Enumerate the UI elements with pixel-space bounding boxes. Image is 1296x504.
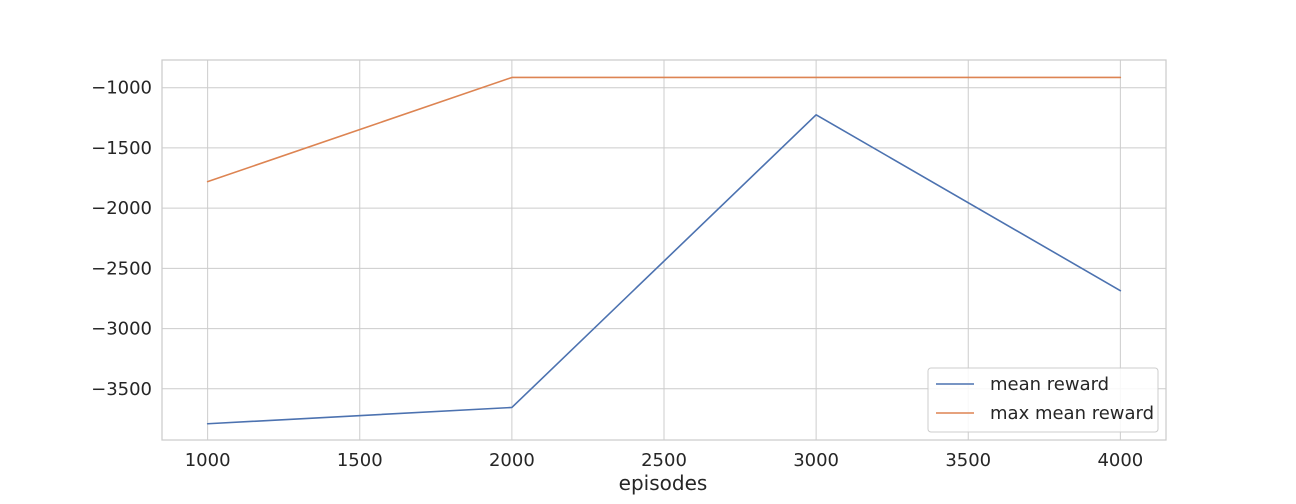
x-axis-label: episodes [619, 471, 708, 495]
legend: mean reward max mean reward [927, 367, 1159, 433]
x-tick-labels: 1000 1500 2000 2500 3000 3500 4000 [185, 450, 1144, 471]
series-line-2 [206, 76, 1122, 183]
legend-label: max mean reward [990, 403, 1154, 424]
x-tick-label: 3000 [793, 450, 839, 471]
y-tick-label: −1000 [91, 78, 152, 99]
x-tick-label: 1500 [337, 450, 383, 471]
legend-box [927, 367, 1159, 433]
x-tick-label: 4000 [1097, 450, 1143, 471]
series-lines [206, 76, 1122, 425]
x-tick-label: 3500 [945, 450, 991, 471]
x-tick-label: 2000 [489, 450, 535, 471]
y-tick-label: −2500 [91, 258, 152, 279]
series-line-1 [206, 114, 1122, 425]
y-tick-label: −3000 [91, 319, 152, 340]
y-tick-label: −3500 [91, 379, 152, 400]
y-tick-labels: −1000 −1500 −2000 −2500 −3000 −3500 [91, 78, 152, 400]
x-tick-label: 2500 [641, 450, 687, 471]
legend-label: mean reward [990, 374, 1109, 395]
y-tick-label: −1500 [91, 138, 152, 159]
y-tick-label: −2000 [91, 198, 152, 219]
x-tick-label: 1000 [185, 450, 231, 471]
plot-frame [161, 59, 1167, 441]
